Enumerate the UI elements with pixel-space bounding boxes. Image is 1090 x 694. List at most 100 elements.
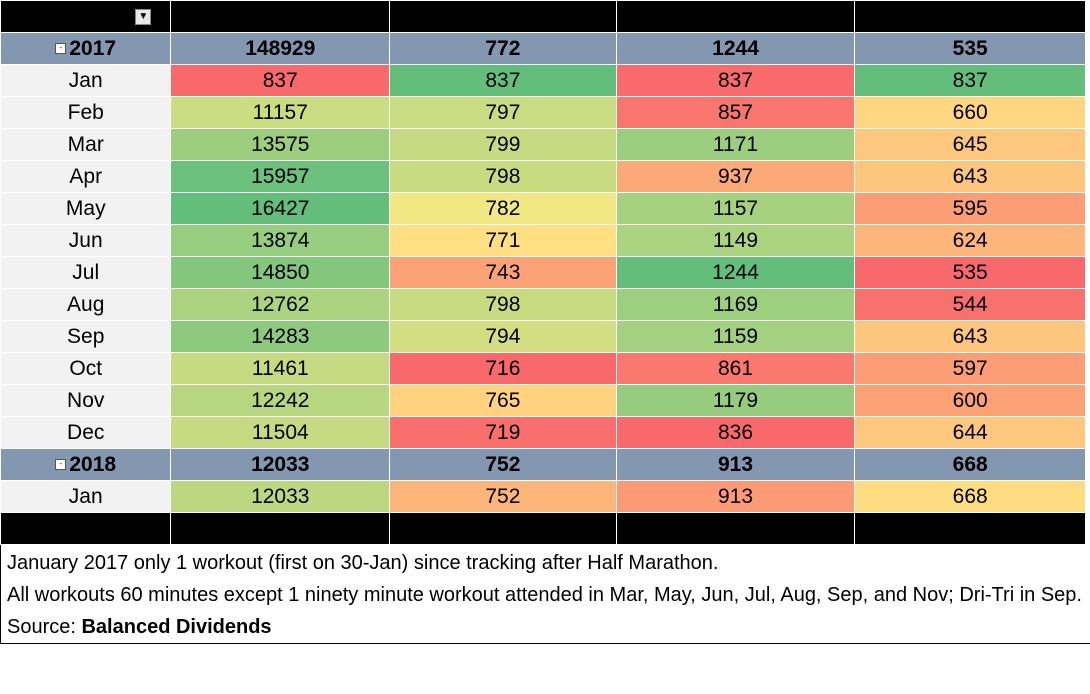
note-line: January 2017 only 1 workout (first on 30… <box>7 552 719 574</box>
grand-total-cell: 160962 <box>170 512 391 545</box>
year-total-cell: 913 <box>615 448 856 481</box>
table-row: Mar 13575 799 1171 645 <box>0 128 1086 161</box>
year-label[interactable]: -2017 <box>0 32 172 65</box>
value-cell: 1157 <box>615 192 856 225</box>
value-cell: 765 <box>389 384 617 417</box>
value-cell: 11461 <box>170 352 391 385</box>
value-cell: 797 <box>389 96 617 129</box>
month-label: Jan <box>0 64 172 97</box>
value-cell: 544 <box>854 288 1086 321</box>
value-cell: 794 <box>389 320 617 353</box>
value-cell: 837 <box>170 64 391 97</box>
value-cell: 624 <box>854 224 1086 257</box>
value-cell: 836 <box>615 416 856 449</box>
value-cell: 643 <box>854 160 1086 193</box>
month-label: Nov <box>0 384 172 417</box>
value-cell: 644 <box>854 416 1086 449</box>
table-row: Oct 11461 716 861 597 <box>0 352 1086 385</box>
value-cell: 12242 <box>170 384 391 417</box>
source-line: Source: Balanced Dividends <box>7 611 1085 643</box>
collapse-icon[interactable]: - <box>55 43 67 55</box>
year-label[interactable]: -2018 <box>0 448 172 481</box>
value-cell: 798 <box>389 288 617 321</box>
month-label: Feb <box>0 96 172 129</box>
value-cell: 837 <box>389 64 617 97</box>
year-total-cell: 12033 <box>170 448 391 481</box>
value-cell: 799 <box>389 128 617 161</box>
value-cell: 12762 <box>170 288 391 321</box>
value-cell: 11157 <box>170 96 391 129</box>
year-row: -2017 148929 772 1244 535 <box>0 32 1086 65</box>
value-cell: 13874 <box>170 224 391 257</box>
grand-total-cell: 1244 <box>615 512 856 545</box>
grand-total-row: Grand Total 160962 770 1244 535 <box>0 512 1086 545</box>
year-total-cell: 772 <box>389 32 617 65</box>
value-cell: 798 <box>389 160 617 193</box>
column-header: Max. Calories Burned <box>615 0 856 33</box>
source-name: Balanced Dividends <box>81 616 272 638</box>
value-cell: 861 <box>615 352 856 385</box>
value-cell: 535 <box>854 256 1086 289</box>
table-row: Jul 14850 743 1244 535 <box>0 256 1086 289</box>
collapse-icon[interactable]: - <box>55 459 67 471</box>
value-cell: 913 <box>615 480 856 513</box>
value-cell: 1179 <box>615 384 856 417</box>
month-label: Dec <box>0 416 172 449</box>
value-cell: 837 <box>854 64 1086 97</box>
month-label: Apr <box>0 160 172 193</box>
month-label: Aug <box>0 288 172 321</box>
table-row: May 16427 782 1157 595 <box>0 192 1086 225</box>
month-label: Jan <box>0 480 172 513</box>
value-cell: 595 <box>854 192 1086 225</box>
value-cell: 719 <box>389 416 617 449</box>
table-row: Feb 11157 797 857 660 <box>0 96 1086 129</box>
column-header: No. Calories Burned <box>170 0 391 33</box>
header-row: Year/Month ▼ No. Calories Burned Avg. Cal… <box>0 0 1086 33</box>
value-cell: 11504 <box>170 416 391 449</box>
value-cell: 782 <box>389 192 617 225</box>
source-prefix: Source: <box>7 616 82 638</box>
value-cell: 14850 <box>170 256 391 289</box>
value-cell: 752 <box>389 480 617 513</box>
dropdown-arrow-icon[interactable]: ▼ <box>135 8 152 25</box>
year-total-cell: 535 <box>854 32 1086 65</box>
year-total-cell: 752 <box>389 448 617 481</box>
value-cell: 837 <box>615 64 856 97</box>
value-cell: 16427 <box>170 192 391 225</box>
row-label-header[interactable]: Year/Month ▼ <box>0 0 172 33</box>
month-label: May <box>0 192 172 225</box>
table-row: Aug 12762 798 1169 544 <box>0 288 1086 321</box>
year-text: 2017 <box>69 36 117 60</box>
value-cell: 668 <box>854 480 1086 513</box>
table-row: Jun 13874 771 1149 624 <box>0 224 1086 257</box>
column-header: Min. Calories Burned <box>854 0 1086 33</box>
column-header: Avg. Calories Burned <box>389 0 617 33</box>
value-cell: 643 <box>854 320 1086 353</box>
value-cell: 716 <box>389 352 617 385</box>
value-cell: 1169 <box>615 288 856 321</box>
month-label: Sep <box>0 320 172 353</box>
value-cell: 13575 <box>170 128 391 161</box>
value-cell: 1171 <box>615 128 856 161</box>
month-label: Jul <box>0 256 172 289</box>
value-cell: 15957 <box>170 160 391 193</box>
value-cell: 937 <box>615 160 856 193</box>
grand-total-cell: 770 <box>389 512 617 545</box>
month-label: Jun <box>0 224 172 257</box>
note-line: All workouts 60 minutes except 1 ninety … <box>7 584 1082 606</box>
month-label: Mar <box>0 128 172 161</box>
table-row: Jan 837 837 837 837 <box>0 64 1086 97</box>
value-cell: 14283 <box>170 320 391 353</box>
value-cell: 1149 <box>615 224 856 257</box>
table-row: Dec 11504 719 836 644 <box>0 416 1086 449</box>
value-cell: 660 <box>854 96 1086 129</box>
value-cell: 1244 <box>615 256 856 289</box>
year-total-cell: 148929 <box>170 32 391 65</box>
value-cell: 645 <box>854 128 1086 161</box>
table-row: Jan 12033 752 913 668 <box>0 480 1086 513</box>
year-row: -2018 12033 752 913 668 <box>0 448 1086 481</box>
table-row: Apr 15957 798 937 643 <box>0 160 1086 193</box>
year-total-cell: 668 <box>854 448 1086 481</box>
year-total-cell: 1244 <box>615 32 856 65</box>
month-label: Oct <box>0 352 172 385</box>
